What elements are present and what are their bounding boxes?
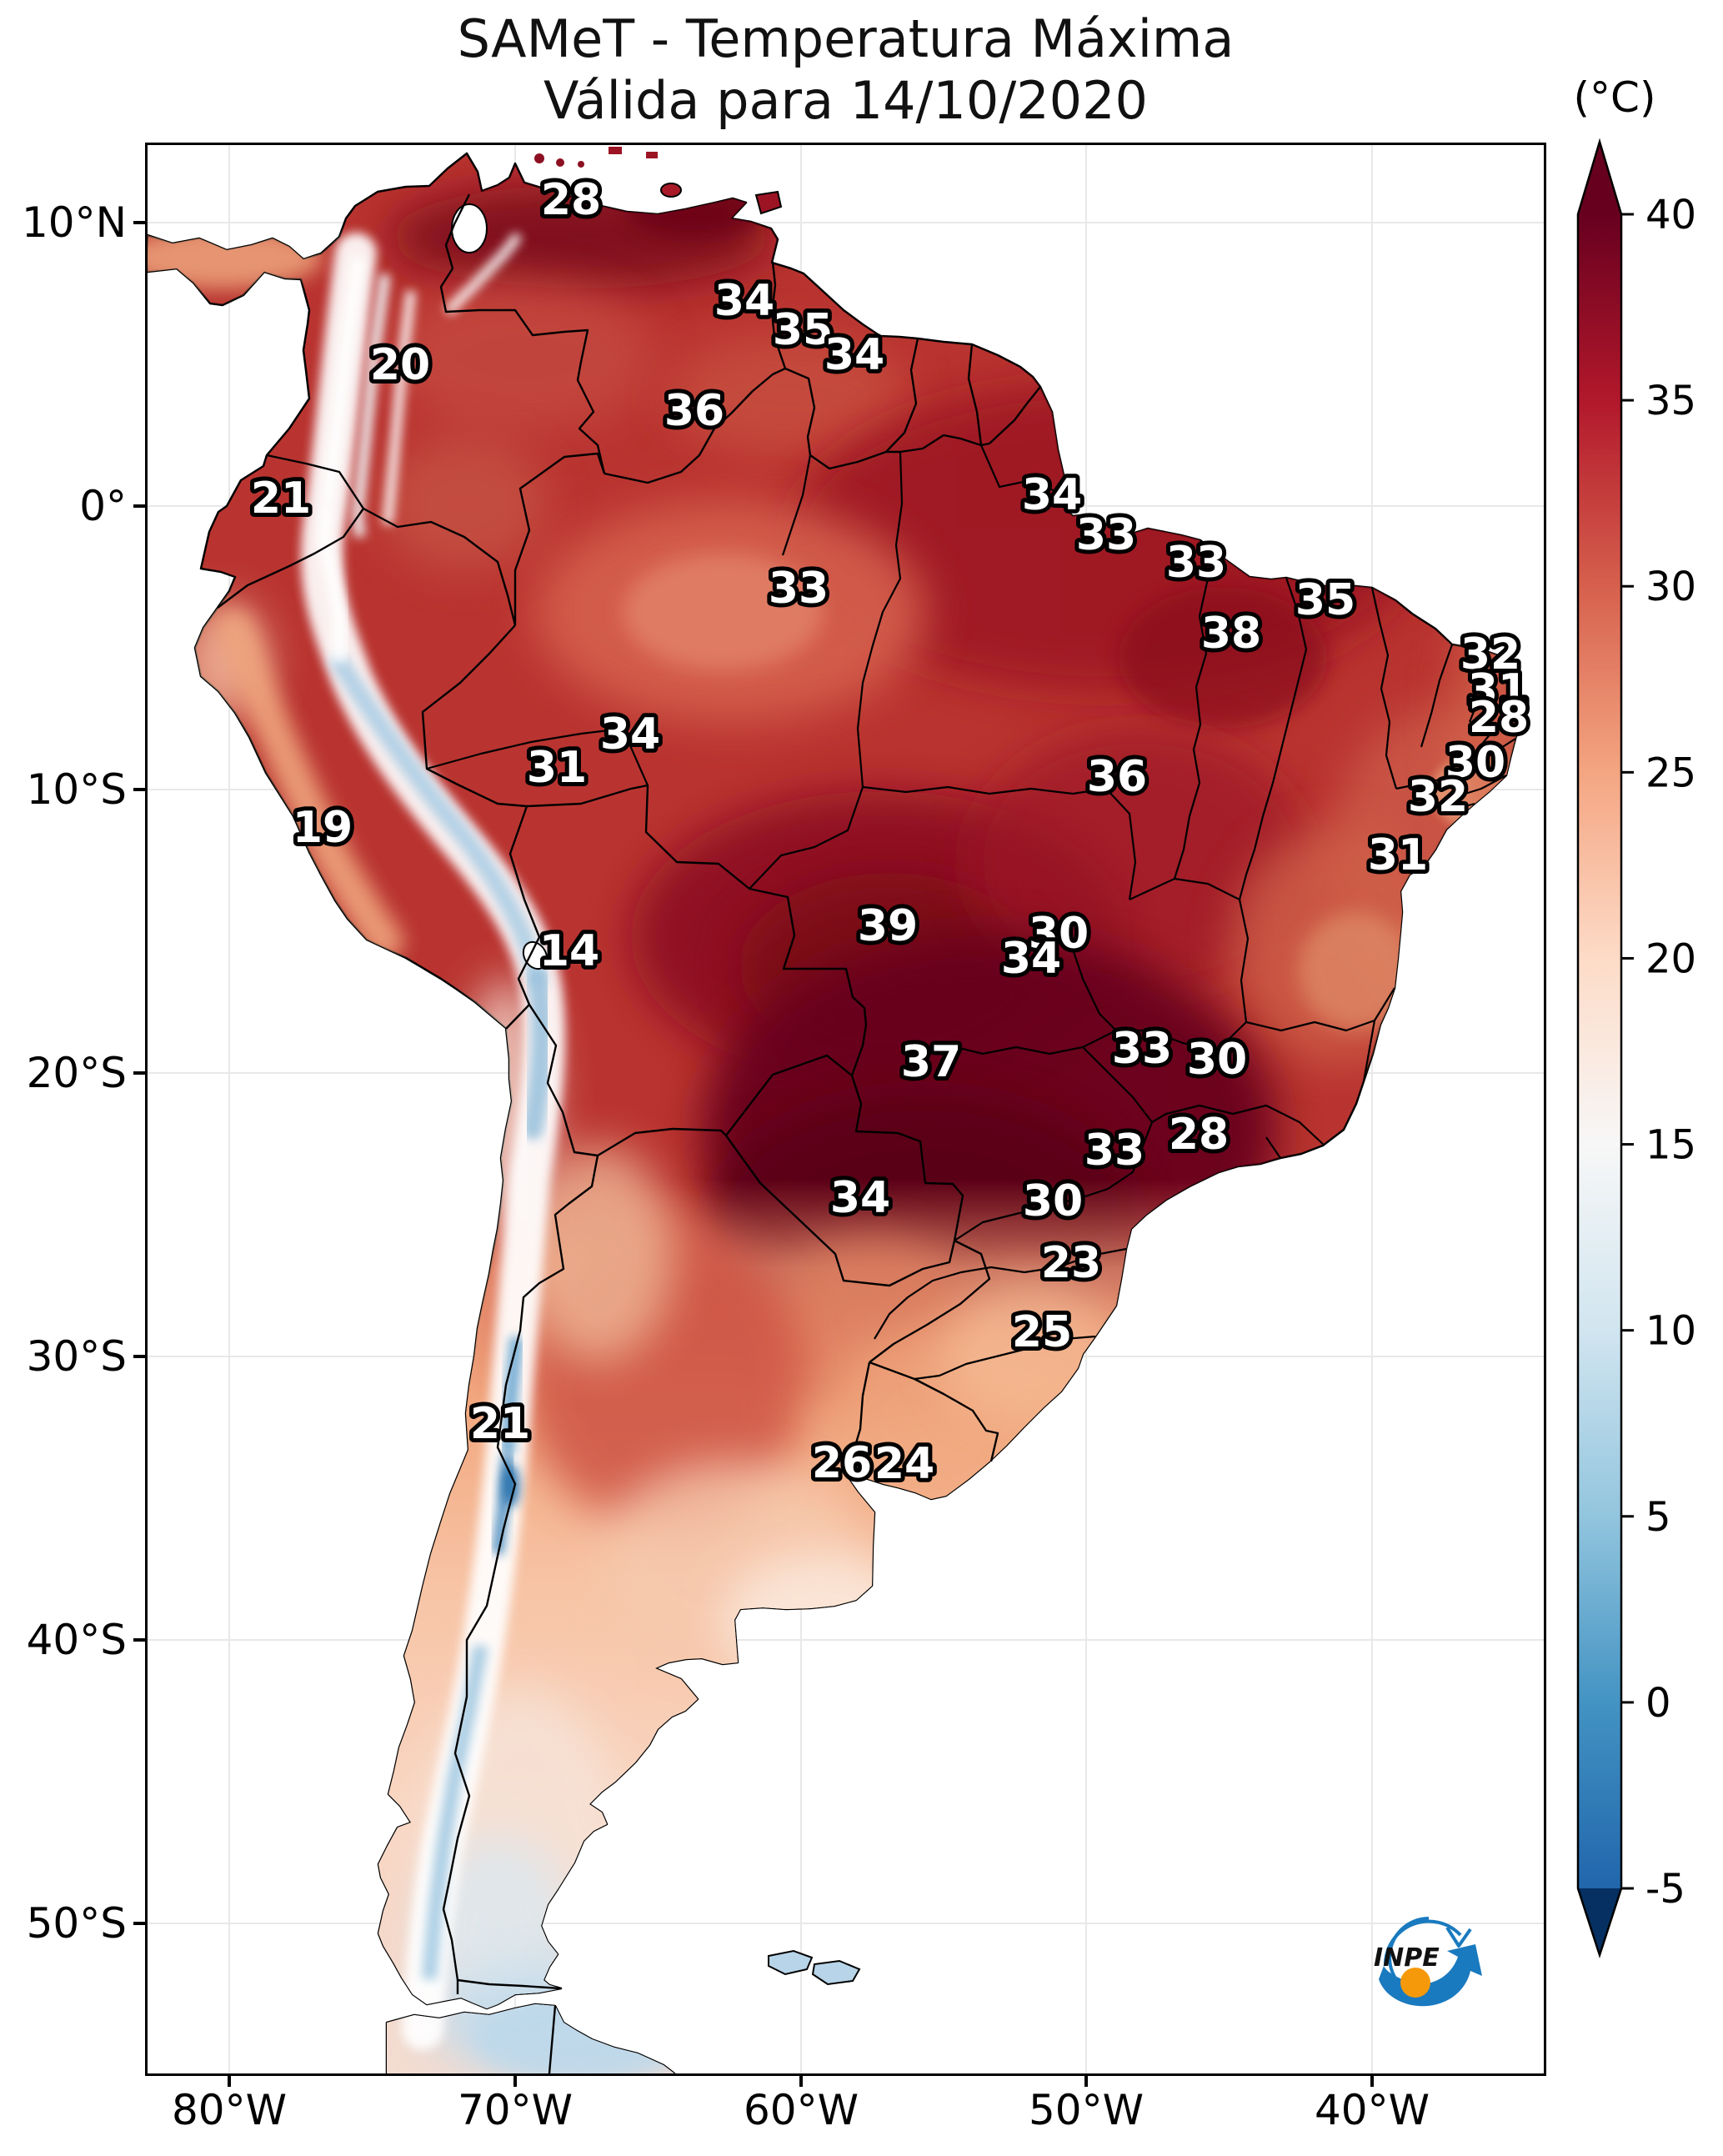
latitude-tick-mark [133,1922,146,1925]
latitude-tick-label: 20°S [0,1049,127,1097]
longitude-tick-mark [1370,2074,1374,2087]
station-value-label: 38 [1201,609,1261,659]
colorbar-gradient [1578,214,1621,1888]
latitude-tick-label: 50°S [0,1899,127,1948]
colorbar-tick-label: 25 [1645,750,1696,796]
station-value-label: 33 [1084,1126,1144,1176]
station-value-label: 19 [293,803,353,853]
colorbar-over-arrow [1578,142,1621,214]
colorbar-tick-label: 20 [1645,935,1696,982]
station-value-label: 23 [1041,1238,1101,1288]
colorbar: 40 35 30 25 20 15 10 5 0 -5 [1572,133,1723,1993]
colorbar-tick-label: 30 [1645,564,1696,610]
colorbar-tick-label: 5 [1645,1494,1671,1541]
station-value-label: 28 [1169,1110,1229,1160]
colorbar-tick-label: -5 [1645,1866,1685,1913]
map-canvas: INPE 28343534203621343333333538323128343… [148,145,1544,2073]
station-value-label: 39 [858,901,918,951]
colorbar-under-arrow [1578,1888,1621,1955]
station-value-label: 33 [1112,1024,1172,1074]
station-value-label: 30 [1187,1035,1247,1085]
falkland-islands [769,1951,812,1974]
station-value-label: 34 [1022,470,1082,520]
station-value-label: 31 [1368,830,1428,880]
station-value-label: 30 [1023,1176,1083,1226]
station-value-label: 33 [1166,538,1226,588]
station-value-label: 28 [1469,693,1529,743]
latitude-tick-mark [133,1071,146,1075]
latitude-tick-mark [133,221,146,224]
station-value-label: 34 [824,330,884,380]
longitude-tick-label: 60°W [726,2086,876,2134]
title-block: SAMeT - Temperatura Máxima Válida para 1… [148,8,1544,132]
latitude-tick-label: 10°S [0,765,127,814]
latitude-tick-label: 10°N [0,198,127,247]
station-value-label: 14 [539,926,599,976]
colorbar-tick-label: 40 [1645,192,1696,238]
station-value-label: 34 [600,709,660,760]
station-value-label: 36 [664,386,724,436]
station-value-label: 28 [541,175,601,225]
latitude-tick-mark [133,1355,146,1358]
station-value-label: 26 [812,1438,872,1488]
colorbar-tick-label: 35 [1645,378,1696,424]
colorbar-tick-label: 15 [1645,1122,1696,1169]
longitude-tick-mark [513,2074,517,2087]
longitude-tick-label: 80°W [154,2086,304,2134]
station-value-label: 33 [769,564,829,614]
station-value-label: 24 [874,1439,934,1489]
longitude-tick-label: 70°W [440,2086,590,2134]
station-value-label: 36 [1087,752,1147,802]
colorbar-unit-label: (°C) [1544,73,1685,122]
falkland-islands-east [813,1961,859,1984]
station-value-label: 25 [1012,1307,1072,1357]
latitude-tick-label: 0° [0,482,127,530]
station-value-label: 35 [1295,575,1355,625]
longitude-tick-label: 40°W [1297,2086,1447,2134]
station-value-label: 21 [251,474,311,524]
longitude-tick-mark [228,2074,231,2087]
station-value-label: 37 [901,1037,961,1087]
longitude-tick-mark [799,2074,803,2087]
station-value-label: 31 [527,743,587,793]
station-value-label: 21 [470,1399,530,1449]
lake-maracaibo [452,204,487,253]
station-value-label: 20 [370,340,430,390]
latitude-tick-mark [133,504,146,508]
page-title: SAMeT - Temperatura Máxima [148,8,1544,70]
page: SAMeT - Temperatura Máxima Válida para 1… [0,0,1723,2156]
longitude-tick-mark [1084,2074,1088,2087]
station-value-label: 34 [830,1173,890,1223]
colorbar-tick-label: 10 [1645,1308,1696,1355]
station-value-label: 32 [1408,772,1468,822]
map-frame: INPE 28343534203621343333333538323128343… [145,143,1546,2076]
colorbar-ticks: 40 35 30 25 20 15 10 5 0 -5 [1621,192,1696,1913]
latitude-tick-label: 40°S [0,1616,127,1664]
latitude-tick-label: 30°S [0,1332,127,1381]
colorbar-tick-label: 0 [1645,1680,1671,1727]
station-value-label: 34 [714,276,774,326]
station-value-label: 33 [1076,510,1136,560]
inpe-logo: INPE [1374,1918,1482,2006]
trinidad-island [756,192,781,213]
latitude-tick-mark [133,788,146,791]
page-subtitle: Válida para 14/10/2020 [148,70,1544,132]
latitude-tick-mark [133,1638,146,1642]
margarita-island [661,183,681,197]
station-value-label: 34 [1001,934,1061,984]
inpe-logo-text: INPE [1374,1943,1440,1973]
longitude-tick-label: 50°W [1011,2086,1161,2134]
